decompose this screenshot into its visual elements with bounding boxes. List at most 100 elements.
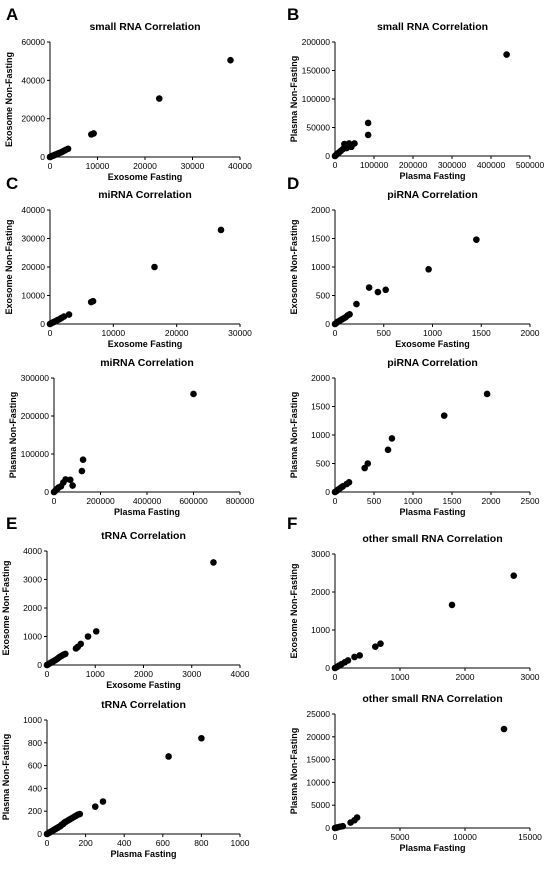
chart-10-data-point	[500, 725, 508, 733]
chart-9-x-tick-label: 0	[45, 838, 50, 848]
chart-10-y-tick-label: 0	[325, 823, 330, 833]
chart-9-y-tick-label: 0	[37, 829, 42, 839]
chart-8-data-point	[344, 657, 352, 664]
chart-1-title: small RNA Correlation	[89, 21, 200, 33]
chart-4-data-point	[374, 288, 382, 296]
chart-5-x-tick-label: 800000	[226, 496, 255, 506]
chart-1-data-point	[227, 56, 234, 64]
chart-6-title: piRNA Correlation	[387, 357, 478, 369]
chart-7-y-tick-label: 3000	[23, 575, 42, 585]
chart-8-data-point	[377, 640, 384, 647]
chart-7-title: tRNA Correlation	[101, 530, 186, 542]
chart-6-x-tick-label: 1000	[404, 496, 423, 506]
chart-6-data-point	[483, 390, 491, 398]
chart-1-x-tick-label: 10000	[86, 161, 110, 171]
chart-10-title: other small RNA Correlation	[362, 693, 502, 705]
chart-8-title: other small RNA Correlation	[362, 533, 502, 545]
chart-8-x-tick-label: 0	[333, 672, 338, 682]
chart-4-x-tick-label: 1500	[472, 328, 491, 338]
chart-2-x-tick-label: 400000	[477, 160, 506, 170]
chart-6-y-tick-label: 0	[325, 487, 330, 497]
chart-8-x-tick-label: 3000	[521, 672, 540, 682]
chart-10-x-tick-label: 5000	[391, 832, 410, 842]
chart-2-x-tick-label: 300000	[438, 160, 467, 170]
chart-7-x-tick-label: 3000	[182, 669, 201, 679]
chart-1-x-tick-label: 30000	[181, 161, 205, 171]
chart-10-x-tick-label: 10000	[453, 832, 477, 842]
chart-8-data-point	[372, 643, 379, 651]
chart-4-y-tick-label: 1500	[311, 234, 330, 244]
chart-4-x-tick-label: 1000	[423, 328, 442, 338]
chart-2-x-axis-label: Plasma Fasting	[399, 171, 465, 181]
chart-5-y-tick-label: 200000	[21, 411, 50, 421]
chart-9-data-point	[91, 803, 99, 810]
chart-5-x-tick-label: 600000	[179, 496, 208, 506]
chart-3-data-point	[65, 311, 73, 318]
chart-2-x-tick-label: 0	[333, 160, 338, 170]
chart-9-x-tick-label: 800	[194, 838, 208, 848]
chart-7-y-tick-label: 0	[37, 660, 42, 670]
chart-6-x-tick-label: 2500	[521, 496, 540, 506]
chart-8-y-tick-label: 3000	[311, 549, 330, 559]
chart-3-title: miRNA Correlation	[98, 189, 192, 201]
chart-8-data-point	[356, 652, 364, 659]
chart-9-y-tick-label: 200	[28, 806, 42, 816]
chart-7-data-point	[84, 633, 92, 640]
chart-2-y-tick-label: 200000	[302, 37, 331, 47]
chart-9-x-tick-label: 1000	[231, 838, 250, 848]
chart-3-x-tick-label: 0	[48, 328, 53, 338]
chart-4-data-point	[382, 286, 390, 294]
chart-8-data-point	[510, 572, 518, 579]
panel-letter-f: F	[287, 514, 297, 533]
chart-10-y-tick-label: 10000	[306, 777, 330, 787]
chart-7-x-tick-label: 1000	[86, 669, 105, 679]
chart-3-x-axis-label: Exosome Fasting	[108, 339, 183, 349]
chart-9-y-tick-label: 600	[28, 761, 42, 771]
chart-3-y-tick-label: 10000	[21, 291, 45, 301]
chart-7-x-axis-label: Exosome Fasting	[106, 680, 181, 690]
chart-3-x-tick-label: 10000	[102, 328, 126, 338]
chart-2-y-axis-label: Plasma Non-Fasting	[289, 56, 299, 143]
chart-9-y-axis-label: Plasma Non-Fasting	[1, 734, 11, 821]
chart-5-data-point	[190, 390, 197, 398]
chart-8-x-tick-label: 2000	[456, 672, 475, 682]
chart-10-x-tick-label: 15000	[518, 832, 542, 842]
chart-4-x-axis-label: Exosome Fasting	[395, 339, 470, 349]
chart-9-data-point	[165, 753, 172, 760]
chart-2-data-point	[364, 131, 372, 139]
chart-9-y-tick-label: 1000	[23, 715, 42, 725]
chart-10-x-axis-label: Plasma Fasting	[399, 843, 465, 853]
chart-1-x-axis-label: Exosome Fasting	[108, 172, 183, 182]
chart-10-data-point	[339, 822, 347, 830]
chart-1-y-tick-label: 40000	[21, 75, 45, 85]
chart-6-data-point	[388, 435, 396, 442]
chart-6-x-tick-label: 0	[333, 496, 338, 506]
chart-10-y-tick-label: 20000	[306, 732, 330, 742]
chart-3-y-axis-label: Exosome Non-Fasting	[4, 219, 14, 314]
chart-3-y-tick-label: 40000	[21, 205, 45, 215]
chart-4-data-point	[365, 284, 373, 291]
chart-8-y-tick-label: 0	[325, 663, 330, 673]
chart-2-y-tick-label: 0	[325, 151, 330, 161]
chart-5-x-tick-label: 400000	[133, 496, 162, 506]
chart-5-data-point	[79, 456, 87, 464]
chart-9-data-point	[99, 798, 107, 805]
chart-7-data-point	[210, 559, 217, 566]
chart-6-y-tick-label: 1500	[311, 402, 330, 412]
chart-6-y-tick-label: 500	[316, 459, 330, 469]
chart-4-y-tick-label: 500	[316, 291, 330, 301]
chart-1-y-tick-label: 60000	[21, 37, 45, 47]
chart-2-data-point	[351, 140, 358, 147]
chart-4-title: piRNA Correlation	[387, 189, 478, 201]
chart-9-x-tick-label: 600	[156, 838, 170, 848]
chart-6-data-point	[384, 446, 392, 454]
chart-9-x-tick-label: 400	[117, 838, 131, 848]
chart-2-title: small RNA Correlation	[377, 21, 488, 33]
chart-6-y-tick-label: 2000	[311, 373, 330, 383]
chart-3-x-tick-label: 20000	[165, 328, 189, 338]
chart-9-y-tick-label: 800	[28, 738, 42, 748]
chart-4-x-tick-label: 0	[333, 328, 338, 338]
chart-10-x-tick-label: 0	[333, 832, 338, 842]
chart-6-data-point	[364, 460, 372, 467]
